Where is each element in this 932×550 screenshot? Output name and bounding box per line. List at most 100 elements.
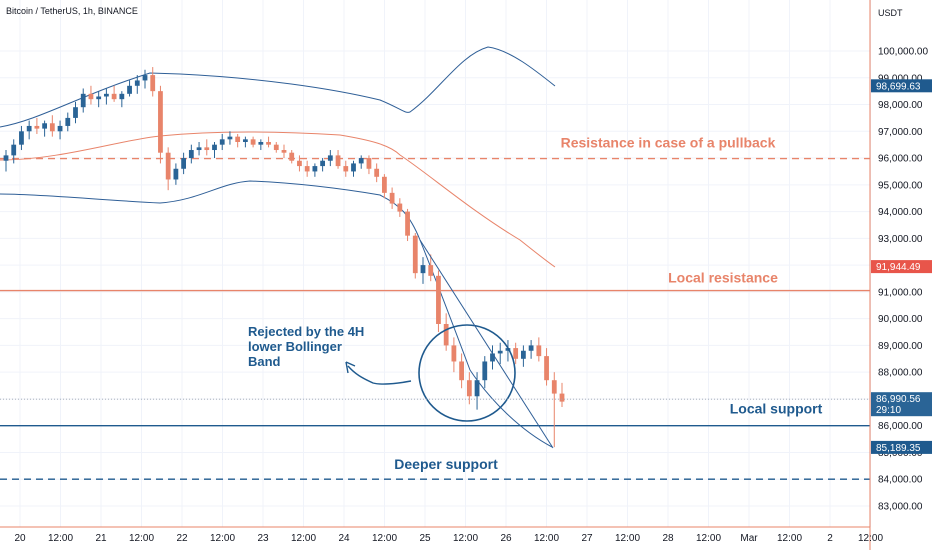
x-tick-label: 12:00 bbox=[534, 533, 559, 544]
x-tick-label: 20 bbox=[14, 533, 26, 544]
y-tick-label: 94,000.00 bbox=[878, 207, 923, 218]
annotation-arrow bbox=[347, 365, 412, 385]
candle-body bbox=[412, 235, 418, 274]
candle-body bbox=[42, 123, 48, 129]
candle-body bbox=[212, 144, 217, 151]
candle-body bbox=[559, 393, 565, 402]
candle-body bbox=[304, 166, 310, 172]
candle-body bbox=[204, 147, 210, 151]
candle-body bbox=[351, 163, 356, 172]
candle-body bbox=[513, 348, 519, 359]
x-tick-label: Mar bbox=[740, 533, 758, 544]
candle-body bbox=[188, 150, 194, 159]
support-resistance-levels bbox=[0, 157, 870, 480]
candle-body bbox=[544, 356, 549, 381]
candle-body bbox=[443, 324, 449, 346]
candle-body bbox=[49, 123, 55, 132]
candle-body bbox=[335, 155, 341, 167]
candle-body bbox=[165, 152, 171, 180]
candle-body bbox=[127, 85, 132, 94]
y-tick-label: 90,000.00 bbox=[878, 314, 923, 325]
y-tick-label: 100,000.00 bbox=[878, 47, 928, 58]
candle-body bbox=[327, 155, 333, 161]
y-tick-label: 95,000.00 bbox=[878, 180, 923, 191]
level-label: Local resistance bbox=[668, 270, 778, 286]
candle-body bbox=[366, 158, 372, 169]
candle-body bbox=[273, 144, 279, 151]
x-tick-label: 12:00 bbox=[372, 533, 397, 544]
y-tick-label: 86,000.00 bbox=[878, 421, 923, 432]
trend-line bbox=[419, 239, 554, 449]
candle-body bbox=[428, 265, 434, 276]
y-tick-label: 97,000.00 bbox=[878, 127, 923, 138]
candle-body bbox=[451, 345, 457, 362]
price-tag-value: 98,699.63 bbox=[876, 81, 921, 92]
candle-body bbox=[343, 166, 349, 172]
price-tag bbox=[871, 79, 932, 93]
symbol-title: Bitcoin / TetherUS, 1h, BINANCE bbox=[6, 6, 138, 16]
candle-body bbox=[536, 345, 542, 357]
candle-body bbox=[281, 150, 287, 153]
x-axis-ticks: 20 12:00 21 12:00 22 12:00 23 12:00 24 12:00 25 12:… bbox=[14, 533, 883, 544]
candle-body bbox=[181, 158, 187, 169]
candle-body bbox=[389, 192, 395, 204]
price-tag-value: 86,990.56 bbox=[876, 394, 921, 405]
x-tick-label: 12:00 bbox=[210, 533, 235, 544]
candle-body bbox=[73, 107, 78, 118]
candle-body bbox=[490, 353, 495, 362]
x-tick-label: 27 bbox=[581, 533, 593, 544]
candle-body bbox=[381, 176, 387, 193]
candle-body bbox=[103, 93, 109, 97]
candle-body bbox=[158, 91, 163, 153]
candle-body bbox=[474, 380, 480, 397]
candle-body bbox=[551, 380, 557, 394]
middle-band bbox=[0, 131, 556, 268]
x-tick-label: 12:00 bbox=[696, 533, 721, 544]
candle-body bbox=[142, 75, 148, 81]
y-tick-label: 96,000.00 bbox=[878, 154, 923, 165]
candle-body bbox=[266, 142, 271, 145]
level-label: Deeper support bbox=[394, 456, 498, 472]
y-tick-label: 89,000.00 bbox=[878, 341, 923, 352]
price-tag bbox=[871, 392, 932, 417]
y-tick-label: 84,000.00 bbox=[878, 475, 923, 486]
x-tick-label: 26 bbox=[500, 533, 512, 544]
currency-label: USDT bbox=[878, 8, 903, 18]
candle-body bbox=[250, 139, 256, 145]
bollinger-bands bbox=[0, 46, 556, 448]
candle-body bbox=[196, 147, 202, 151]
candle-body bbox=[258, 142, 264, 145]
candle-body bbox=[80, 93, 86, 108]
candle-body bbox=[34, 125, 40, 129]
candle-body bbox=[57, 125, 63, 132]
x-tick-label: 21 bbox=[95, 533, 107, 544]
x-tick-label: 23 bbox=[257, 533, 269, 544]
candle-body bbox=[219, 139, 225, 145]
candle-body bbox=[466, 380, 472, 397]
candle-body bbox=[119, 93, 125, 100]
y-tick-label: 98,000.00 bbox=[878, 100, 923, 111]
price-tag bbox=[871, 440, 932, 454]
candle-body bbox=[150, 75, 156, 92]
x-tick-label: 12:00 bbox=[129, 533, 154, 544]
candle-body bbox=[65, 117, 71, 126]
candle-body bbox=[312, 166, 318, 172]
y-tick-label: 83,000.00 bbox=[878, 502, 923, 513]
candle-body bbox=[88, 93, 94, 100]
upper-band bbox=[0, 46, 556, 128]
candle-body bbox=[173, 168, 179, 180]
candle-body bbox=[289, 152, 295, 161]
lower-band bbox=[0, 180, 553, 448]
candle-body bbox=[405, 211, 410, 236]
x-tick-label: 12:00 bbox=[777, 533, 802, 544]
y-tick-label: 93,000.00 bbox=[878, 234, 923, 245]
candle-body bbox=[111, 93, 117, 100]
candle-body bbox=[19, 131, 24, 145]
price-tag-value: 91,944.49 bbox=[876, 262, 921, 273]
arrow-head bbox=[345, 361, 356, 374]
x-tick-label: 24 bbox=[338, 533, 350, 544]
candle-body bbox=[11, 144, 17, 156]
x-tick-label: 12:00 bbox=[291, 533, 316, 544]
